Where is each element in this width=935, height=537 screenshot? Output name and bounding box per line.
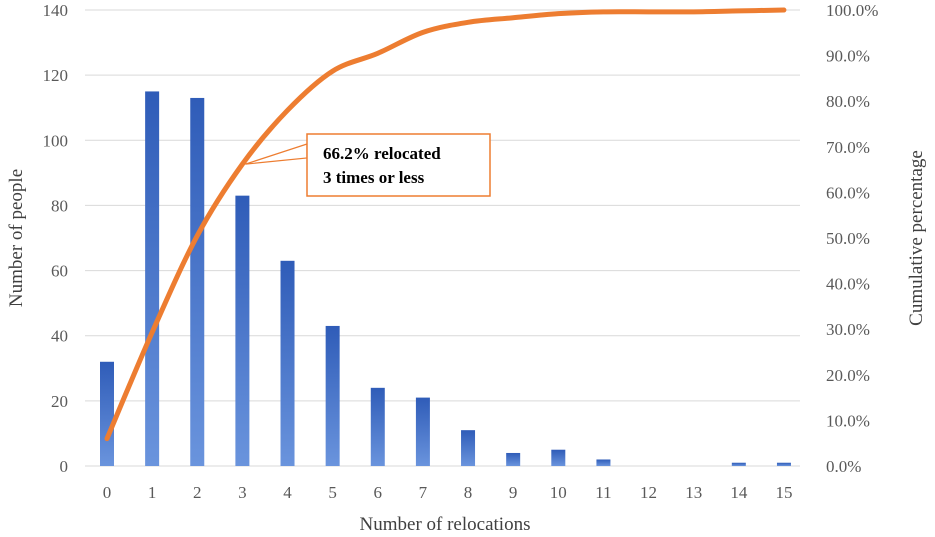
bar	[235, 195, 250, 466]
bar	[506, 452, 521, 466]
x-tick-label: 6	[374, 483, 383, 502]
left-axis-ticks: 0 20 40 60 80 100 120 140	[43, 1, 69, 476]
y2-tick-label: 50.0%	[826, 229, 870, 248]
callout-box	[306, 133, 491, 197]
x-tick-label: 2	[193, 483, 202, 502]
x-axis-ticks: 0 1 2 3 4 5 6 7 8 9 10 11 12 13 14 15	[103, 483, 793, 502]
bar	[731, 462, 746, 466]
bar	[415, 397, 430, 466]
x-tick-label: 4	[283, 483, 292, 502]
x-tick-label: 8	[464, 483, 473, 502]
bar	[325, 325, 340, 466]
y2-tick-label: 80.0%	[826, 92, 870, 111]
x-tick-label: 14	[730, 483, 748, 502]
x-tick-label: 5	[328, 483, 337, 502]
x-tick-label: 13	[685, 483, 702, 502]
bar	[145, 91, 160, 466]
y-tick-label: 80	[51, 196, 68, 215]
x-tick-label: 15	[775, 483, 792, 502]
x-axis-title: Number of relocations	[360, 514, 531, 535]
y-tick-label: 60	[51, 262, 68, 281]
y2-tick-label: 60.0%	[826, 183, 870, 202]
x-tick-label: 9	[509, 483, 518, 502]
annotation: 66.2% relocated 3 times or less	[245, 133, 491, 197]
bar	[776, 462, 791, 466]
bar	[280, 260, 295, 466]
bar	[370, 387, 385, 466]
y2-tick-label: 90.0%	[826, 47, 870, 66]
bar	[190, 97, 205, 466]
bar	[596, 459, 611, 466]
y2-tick-label: 40.0%	[826, 275, 870, 294]
y2-tick-label: 70.0%	[826, 138, 870, 157]
x-tick-label: 3	[238, 483, 247, 502]
x-tick-label: 7	[419, 483, 428, 502]
right-axis-ticks: 0.0% 10.0% 20.0% 30.0% 40.0% 50.0% 60.0% 70.0% 8…	[826, 1, 878, 476]
y-tick-label: 100	[43, 131, 69, 150]
cumulative-line	[104, 7, 787, 442]
x-tick-label: 11	[595, 483, 611, 502]
bar	[461, 430, 476, 466]
y-tick-label: 120	[43, 66, 69, 85]
y2-tick-label: 100.0%	[826, 1, 878, 20]
x-tick-label: 0	[103, 483, 112, 502]
bar	[551, 449, 566, 466]
y2-tick-label: 20.0%	[826, 366, 870, 385]
y2-tick-label: 0.0%	[826, 457, 861, 476]
y-tick-label: 40	[51, 327, 68, 346]
y-axis-title: Number of people	[6, 169, 27, 307]
y-tick-label: 0	[60, 457, 69, 476]
bar-series	[100, 91, 791, 466]
x-tick-label: 10	[550, 483, 567, 502]
x-tick-label: 1	[148, 483, 157, 502]
y-tick-label: 140	[43, 1, 69, 20]
callout-text: 3 times or less	[323, 168, 425, 187]
bar	[100, 361, 114, 466]
y2-tick-label: 30.0%	[826, 320, 870, 339]
callout-text: 66.2% relocated	[323, 144, 441, 163]
y2-axis-title: Cumulative percentage	[906, 150, 927, 326]
cumulative-line-series	[104, 7, 787, 442]
x-tick-label: 12	[640, 483, 657, 502]
y-tick-label: 20	[51, 392, 68, 411]
y2-tick-label: 10.0%	[826, 411, 870, 430]
